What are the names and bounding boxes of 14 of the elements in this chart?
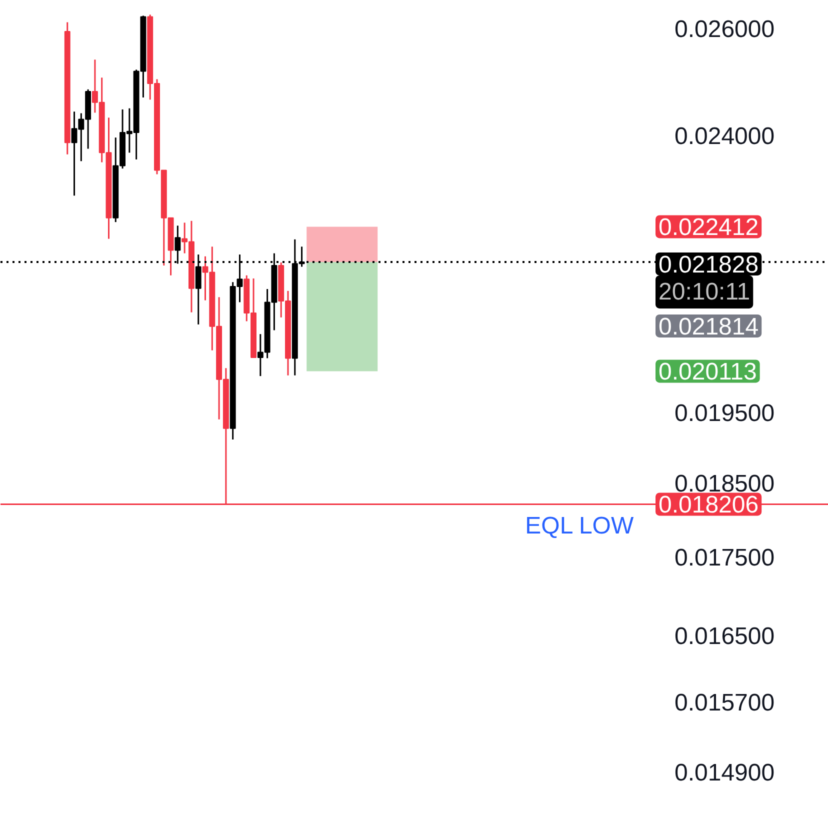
y-tick-label: 0.014900	[674, 759, 775, 786]
y-tick-label: 0.016500	[674, 623, 775, 650]
y-tick-label: 0.024000	[674, 122, 775, 150]
y-tick-label: 0.026000	[674, 16, 775, 43]
annotation: 0.021814	[658, 313, 759, 340]
y-tick-label: 0.019500	[674, 400, 775, 428]
ref-line-label: 0.018206	[658, 492, 759, 519]
annotation: EQL LOW	[525, 512, 634, 540]
y-tick-label: 0.017500	[674, 544, 775, 572]
annotation: 20:10:11	[658, 278, 750, 306]
y-tick-label: 0.015700	[674, 689, 775, 716]
annotation: 0.020113	[658, 358, 757, 386]
annotation: 0.022412	[658, 214, 759, 242]
ref-line-label: 0.021828	[658, 251, 759, 278]
